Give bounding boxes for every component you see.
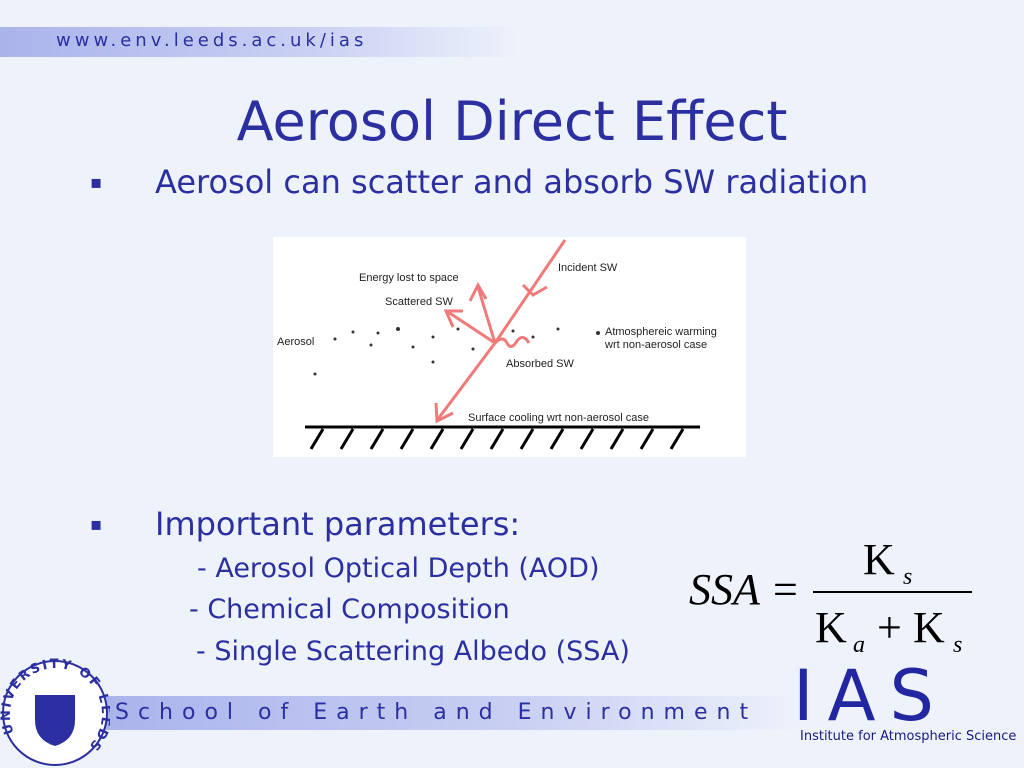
logo: UNIVERSITY OF LEEDS xyxy=(0,657,110,766)
arrows xyxy=(434,239,567,424)
formula-subscript: a xyxy=(853,632,865,658)
ground xyxy=(305,425,700,450)
bullet-marker: ▪ xyxy=(90,172,103,193)
diagram-label: Absorbed SW xyxy=(506,358,574,370)
formula-equals: = xyxy=(773,565,798,614)
diagram-label: Scattered SW xyxy=(385,296,453,308)
diagram-label: Aerosol xyxy=(277,336,314,348)
aerosol-dots xyxy=(313,327,600,376)
school: School of Earth and Environment xyxy=(115,700,758,725)
bullet-marker: ▪ xyxy=(90,514,103,535)
sub-item: - Single Scattering Albedo (SSA) xyxy=(196,636,630,667)
sub-item: - Chemical Composition xyxy=(189,594,510,625)
logo-shield xyxy=(35,695,75,746)
diagram-label: Energy lost to space xyxy=(359,272,459,284)
title: Aerosol Direct Effect xyxy=(236,90,788,153)
footer-band xyxy=(105,696,805,730)
diagram-label: Surface cooling wrt non-aerosol case xyxy=(468,412,649,424)
institute: Institute for Atmospheric Science xyxy=(800,729,1017,744)
diagram: Energy lost to space Incident SW Scatter… xyxy=(273,237,746,457)
formula-symbol: K xyxy=(913,603,945,652)
header-band xyxy=(0,27,520,57)
formula-lhs: SSA xyxy=(689,565,761,614)
formula-subscript: s xyxy=(903,564,912,590)
formula: SSA = K s K a + K s xyxy=(689,535,972,658)
bullet: Aerosol can scatter and absorb SW radiat… xyxy=(155,163,869,201)
diagram-label: Atmosphereic warming xyxy=(605,326,717,338)
formula-subscript: s xyxy=(953,632,962,658)
bullet: Important parameters: xyxy=(155,505,521,543)
sub-item: - Aerosol Optical Depth (AOD) xyxy=(197,553,600,584)
ias: IAS xyxy=(793,655,948,737)
formula-symbol: K xyxy=(863,535,895,584)
diagram-label: wrt non-aerosol case xyxy=(604,339,707,351)
formula-plus: + xyxy=(877,603,902,652)
formula-symbol: K xyxy=(815,603,847,652)
diagram-label: Incident SW xyxy=(558,262,618,274)
url: www.env.leeds.ac.uk/ias xyxy=(56,30,368,51)
